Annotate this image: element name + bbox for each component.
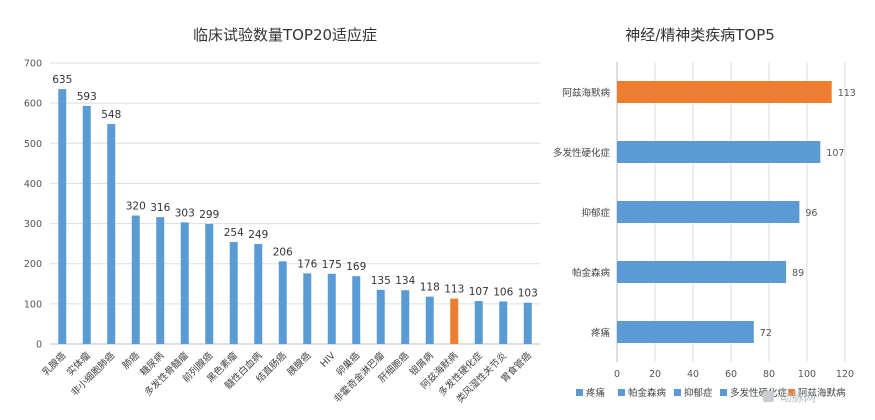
data-label: 254: [224, 227, 244, 239]
legend-label: 疼痛: [586, 387, 606, 399]
data-label: 113: [444, 284, 464, 296]
x-tick-label: 60: [725, 369, 737, 380]
data-label: 135: [371, 275, 391, 287]
legend-label: 多发性硬化症: [730, 387, 788, 399]
legend-swatch: [576, 389, 583, 396]
bar: [181, 222, 189, 344]
bar: [617, 201, 799, 223]
data-label: 299: [199, 209, 219, 221]
bar: [617, 141, 820, 163]
right-bar-chart: 0 20 40 60 80 100 120 113 阿兹海默病 107 多发性硬化症 96 抑郁症 89 帕…: [553, 62, 856, 380]
data-label: 176: [297, 258, 317, 270]
data-label: 118: [420, 282, 440, 294]
bar: [205, 224, 213, 344]
bar: [156, 217, 164, 344]
y-category-label: 帕金森病: [572, 267, 611, 279]
y-tick-label: 300: [24, 219, 42, 230]
x-tick-label: 0: [614, 369, 620, 380]
data-label: 134: [395, 275, 415, 287]
data-label: 316: [150, 202, 170, 214]
x-category-label: HIV: [318, 350, 338, 370]
data-label: 175: [322, 259, 342, 271]
legend-swatch: [720, 389, 727, 396]
bar: [230, 242, 238, 344]
bar: [617, 321, 754, 343]
data-label: 103: [518, 288, 538, 300]
data-label: 206: [273, 246, 293, 258]
watermark-logo-icon: [763, 391, 774, 402]
x-tick-label: 20: [649, 369, 661, 380]
data-label: 113: [838, 88, 856, 99]
left-chart-title: 临床试验数量TOP20适应症: [193, 26, 377, 44]
bar: [58, 89, 66, 344]
y-tick-label: 700: [24, 59, 42, 70]
data-label: 72: [760, 328, 772, 339]
bar: [132, 216, 140, 344]
y-tick-label: 100: [24, 299, 42, 310]
watermark-text: 动脉网: [780, 389, 816, 404]
y-category-label: 阿兹海默病: [562, 87, 610, 99]
data-label: 106: [493, 286, 513, 298]
right-chart-title: 神经/精神类疾病TOP5: [625, 26, 775, 44]
data-label: 593: [77, 91, 97, 103]
data-label: 169: [346, 261, 366, 273]
chart-canvas: 临床试验数量TOP20适应症 神经/精神类疾病TOP5 010020030040…: [0, 0, 875, 420]
y-category-label: 疼痛: [591, 327, 611, 339]
data-label: 107: [826, 148, 844, 159]
x-tick-label: 40: [687, 369, 699, 380]
bar: [377, 290, 385, 344]
bar: [401, 290, 409, 344]
bar: [617, 81, 832, 103]
x-tick-label: 120: [836, 369, 854, 380]
legend-label: 帕金森病: [628, 387, 667, 399]
y-tick-label: 500: [24, 139, 42, 150]
y-tick-label: 400: [24, 179, 42, 190]
bar: [352, 276, 360, 344]
data-label: 107: [469, 286, 489, 298]
legend-label: 抑郁症: [684, 387, 713, 399]
data-label: 249: [248, 229, 268, 241]
bar: [328, 274, 336, 344]
left-bar-chart: 0100200300400500600700635乳腺癌593实体瘤548非小细…: [24, 59, 540, 406]
y-tick-label: 200: [24, 259, 42, 270]
bar: [475, 301, 483, 344]
x-tick-label: 100: [798, 369, 816, 380]
data-label: 635: [52, 74, 72, 86]
bar: [107, 124, 115, 344]
y-tick-label: 0: [36, 340, 42, 351]
x-tick-label: 80: [763, 369, 775, 380]
data-label: 320: [126, 201, 146, 213]
bar: [450, 299, 458, 344]
bar: [303, 273, 311, 344]
bar: [617, 261, 786, 283]
x-category-label: 肺癌: [120, 349, 142, 371]
data-label: 303: [175, 207, 195, 219]
data-label: 548: [101, 109, 121, 121]
bar: [426, 297, 434, 344]
bar: [524, 303, 532, 344]
legend-swatch: [674, 389, 681, 396]
y-tick-label: 600: [24, 99, 42, 110]
bar: [83, 106, 91, 344]
data-label: 96: [805, 208, 817, 219]
bar: [279, 261, 287, 344]
bar: [499, 301, 507, 344]
y-category-label: 多发性硬化症: [553, 147, 611, 159]
legend-swatch: [618, 389, 625, 396]
x-category-label: 胰腺癌: [285, 349, 314, 378]
bar: [254, 244, 262, 344]
data-label: 89: [792, 268, 804, 279]
x-category-label: 乳腺癌: [40, 349, 69, 378]
y-category-label: 抑郁症: [581, 207, 610, 219]
watermark: 动脉网: [763, 389, 816, 404]
